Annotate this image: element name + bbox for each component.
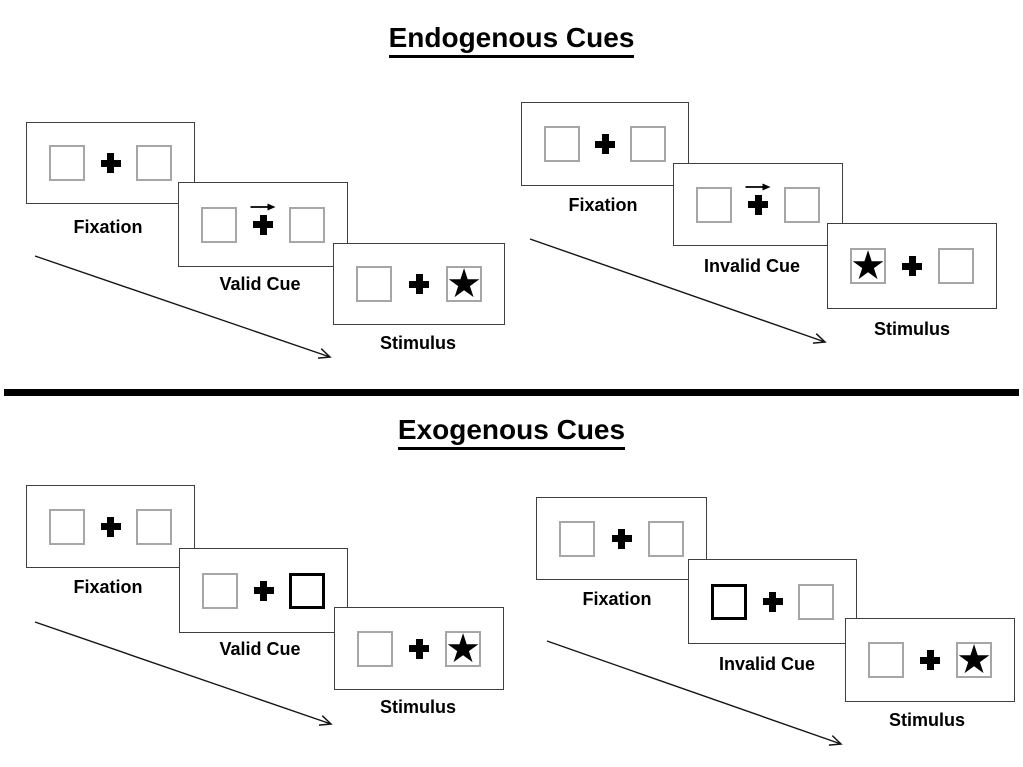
left-placeholder-box [202,572,238,609]
right-placeholder-box [784,186,820,223]
cue-card [179,548,348,633]
fixation-cross-icon [250,203,276,235]
card-label-stimulus: Stimulus [379,697,457,717]
right-placeholder-box [648,520,684,557]
fixation-card [521,102,689,186]
left-placeholder-box [559,520,595,557]
stimulus-card: ★ [827,223,997,309]
card-label-fixation: Fixation [568,195,638,215]
sequence-direction-arrow [529,238,827,344]
card-label-cue: Valid Cue [219,274,301,294]
left-placeholder-box [49,145,85,181]
fixation-cross-icon [100,153,121,173]
card-label-cue: Valid Cue [219,639,301,659]
fixation-cross-icon [745,183,771,215]
exogenous-cue-box [711,583,747,620]
exogenous-cue-box [289,572,325,609]
sequence-direction-arrow [34,255,332,359]
left-placeholder-box [868,642,904,678]
card-label-stimulus: Stimulus [888,710,966,730]
fixation-cross-icon [100,516,121,537]
left-placeholder-box [356,266,392,302]
stimulus-card: ★ [334,607,504,690]
left-placeholder-box [544,126,580,162]
right-placeholder-box [630,126,666,162]
stimulus-card: ★ [333,243,505,325]
target-star-box: ★ [445,626,481,671]
cue-arrow-right-icon [250,203,276,210]
right-placeholder-box [289,206,325,243]
cue-card [178,182,348,267]
cue-card [673,163,843,246]
section-title-text: Exogenous Cues [397,414,626,450]
section-divider [4,389,1019,396]
fixation-card [26,485,195,568]
right-placeholder-box [136,145,172,181]
fixation-card [26,122,195,204]
card-label-fixation: Fixation [582,589,652,609]
card-label-cue: Invalid Cue [718,654,816,674]
cue-card [688,559,857,644]
target-star-box: ★ [446,262,482,306]
right-placeholder-box [136,508,172,545]
cue-arrow-right-icon [745,183,771,190]
section-title-endogenous: Endogenous Cues [0,22,1023,58]
left-placeholder-box [696,186,732,223]
sequence-direction-arrow [34,621,333,726]
target-star-box: ★ [956,638,992,682]
fixation-cross-icon [409,274,429,294]
fixation-card [536,497,707,580]
fixation-cross-icon [253,580,274,601]
section-title-exogenous: Exogenous Cues [0,414,1023,450]
right-placeholder-box [798,583,834,620]
fixation-cross-icon [611,528,632,549]
card-label-fixation: Fixation [73,577,143,597]
left-placeholder-box [357,630,393,667]
card-label-cue: Invalid Cue [703,256,801,276]
fixation-cross-icon [409,638,429,659]
card-label-fixation: Fixation [73,217,143,237]
card-label-stimulus: Stimulus [379,333,457,353]
card-label-stimulus: Stimulus [873,319,951,339]
fixation-cross-icon [595,134,615,154]
stimulus-card: ★ [845,618,1015,702]
left-placeholder-box [49,508,85,545]
fixation-cross-icon [920,650,940,670]
fixation-cross-icon [902,256,922,276]
fixation-cross-icon [762,591,783,612]
section-title-text: Endogenous Cues [388,22,635,58]
left-placeholder-box [201,206,237,243]
right-placeholder-box [938,248,974,284]
target-star-box: ★ [850,244,886,288]
